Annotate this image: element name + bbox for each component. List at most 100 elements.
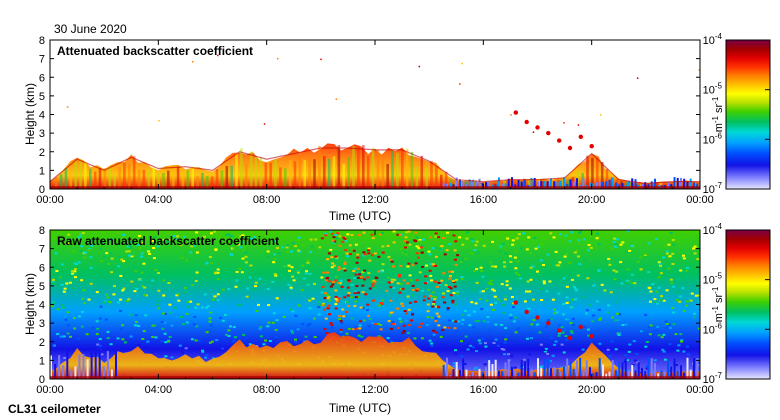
backscatter-column <box>162 173 165 189</box>
noise-speckle <box>460 340 463 343</box>
noise-speckle <box>79 233 82 236</box>
noise-speckle <box>577 239 581 242</box>
noise-speckle <box>631 331 635 334</box>
noise-speckle <box>179 243 183 246</box>
low-signal-column <box>110 369 113 379</box>
noise-speckle <box>141 338 145 340</box>
cloud-point <box>524 309 529 315</box>
noise-speckle <box>427 250 431 253</box>
noise-speckle <box>117 265 121 268</box>
noise-speckle <box>478 342 482 345</box>
noise-speckle-warm <box>442 237 445 240</box>
noise-speckle <box>306 261 310 264</box>
noise-speckle <box>282 315 286 318</box>
noise-speckle <box>678 300 682 303</box>
noise-speckle-warm <box>326 297 330 300</box>
noise-speckle <box>219 317 222 319</box>
noise-speckle <box>98 338 102 341</box>
colorbar-tick-label: 10-7 <box>703 371 723 386</box>
noise-speckle <box>465 237 469 240</box>
noise-speckle <box>223 314 227 316</box>
noise-speckle-warm <box>423 295 427 298</box>
noise-speckle <box>479 290 483 293</box>
noise-speckle <box>503 353 507 356</box>
noise-speckle <box>415 236 419 239</box>
noise-speckle <box>595 300 599 303</box>
backscatter-column <box>332 156 336 189</box>
noise-speckle <box>208 317 212 320</box>
backscatter-column <box>410 151 414 189</box>
noise-speckle-warm <box>408 301 412 304</box>
noise-speckle <box>494 301 498 304</box>
noise-speckle <box>658 299 662 302</box>
noise-speckle <box>565 296 569 299</box>
low-signal-column <box>615 182 617 189</box>
low-signal-column <box>491 364 494 379</box>
noise-speckle <box>458 236 462 239</box>
noise-speckle <box>438 283 442 286</box>
noise-speckle <box>213 272 217 275</box>
noise-speckle-warm <box>414 231 418 234</box>
backscatter-column <box>137 169 141 189</box>
colorbar-tick-label: 10-6 <box>703 321 723 336</box>
low-signal-column <box>563 177 565 189</box>
noise-speckle <box>592 314 596 317</box>
noise-speckle <box>154 336 158 339</box>
noise-speckle <box>516 260 520 263</box>
low-signal-column <box>628 181 630 189</box>
noise-speckle <box>71 272 75 275</box>
noise-speckle <box>615 301 618 304</box>
noise-speckle <box>578 231 582 234</box>
noise-speckle <box>399 282 403 285</box>
noise-speckle-warm <box>323 297 327 300</box>
noise-speckle <box>141 242 145 245</box>
noise-speckle <box>456 276 460 279</box>
low-signal-column <box>657 373 660 379</box>
noise-speckle-warm <box>333 240 337 243</box>
noise-speckle <box>431 303 435 306</box>
cloud-point <box>535 315 540 320</box>
noise-speckle <box>659 272 663 275</box>
noise-speckle <box>360 256 364 259</box>
noise-speckle-warm <box>330 323 334 326</box>
y-tick-label: 6 <box>39 262 45 274</box>
noise-speckle <box>607 257 611 260</box>
backscatter-column <box>362 145 365 189</box>
noise-speckle <box>527 307 531 310</box>
noise-speckle <box>404 244 408 247</box>
noise-speckle <box>555 311 559 314</box>
noise-speckle <box>51 280 55 283</box>
noise-speckle <box>367 272 371 275</box>
noise-speckle <box>619 243 623 246</box>
y-tick-label: 4 <box>39 300 45 312</box>
noise-speckle <box>570 330 573 333</box>
noise-speckle <box>521 366 525 369</box>
backscatter-column <box>284 168 287 189</box>
noise-speckle <box>514 316 518 319</box>
noise-speckle <box>259 335 263 338</box>
noise-speckle <box>404 319 408 322</box>
noise-speckle <box>301 322 305 325</box>
noise-speckle <box>361 271 365 274</box>
noise-speckle-warm <box>373 252 377 255</box>
noise-speckle <box>463 363 467 366</box>
noise-speckle <box>475 268 479 271</box>
noise-speckle <box>109 301 112 304</box>
noise-speckle <box>381 245 385 248</box>
noise-speckle <box>239 235 243 238</box>
noise-speckle <box>373 256 377 259</box>
backscatter-column <box>318 145 321 189</box>
noise-speckle <box>519 247 523 250</box>
noise-speckle <box>417 247 421 250</box>
backscatter-column <box>386 163 389 189</box>
noise-speckle <box>652 330 656 333</box>
noise-speckle <box>621 324 625 326</box>
attenuated-backscatter-panel: Attenuated backscatter coefficient 01234… <box>23 32 771 223</box>
colorbar-tick-label: 10-7 <box>703 181 723 196</box>
noise-speckle <box>473 249 477 251</box>
noise-speckle <box>672 323 676 326</box>
noise-speckle <box>489 279 493 282</box>
noise-speckle <box>486 316 490 319</box>
noise-speckle-warm <box>424 282 428 285</box>
noise-speckle-warm <box>334 307 338 310</box>
